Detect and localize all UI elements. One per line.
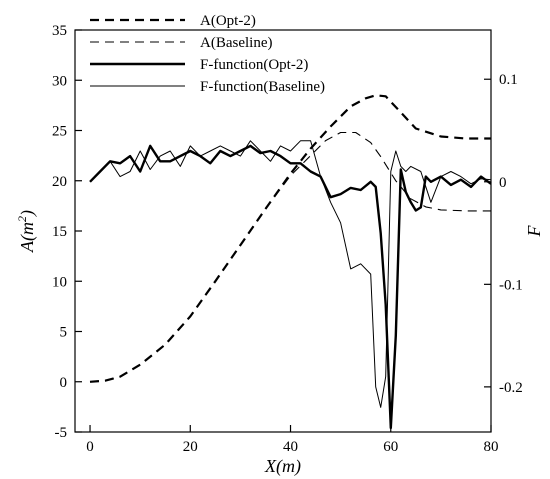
legend-label-1: A(Opt-2) <box>200 13 256 29</box>
x-tick-label: 20 <box>183 439 198 455</box>
y-right-tick-label: -0.2 <box>499 380 523 396</box>
y-left-tick-label: 20 <box>52 174 67 190</box>
y-left-tick-label: 5 <box>60 325 68 341</box>
y-left-tick-label: 15 <box>52 224 67 240</box>
y-left-tick-label: -5 <box>55 425 68 441</box>
y-left-tick-label: 25 <box>52 124 67 140</box>
series-line-3 <box>89 144 492 430</box>
y-left-tick-label: 0 <box>60 375 68 391</box>
legend: A(Opt-2) A(Baseline) F-function(Opt-2) F-fu… <box>90 13 325 95</box>
legend-label-2: A(Baseline) <box>200 35 272 51</box>
y-right-tick-label: -0.1 <box>499 277 523 293</box>
y-right-tick-label: 0 <box>499 175 507 191</box>
series-line-2 <box>89 131 491 383</box>
x-tick-label: 60 <box>383 439 398 455</box>
y-left-tick-label: 10 <box>52 274 67 290</box>
x-axis-title: X(m) <box>264 456 301 477</box>
y-right-tick-label: 0.1 <box>499 72 518 88</box>
y-axis-left-title: A(m2) <box>15 210 38 253</box>
x-tick-label: 0 <box>86 439 94 455</box>
series-line-1 <box>89 94 491 383</box>
axes-layer: 0 20 40 60 80 -5 0 5 10 15 20 25 30 35 -0.2 -0.1 0 0.1 <box>52 23 523 455</box>
legend-label-4: F-function(Baseline) <box>200 79 325 95</box>
legend-label-3: F-function(Opt-2) <box>200 57 308 73</box>
y-left-tick-label: 35 <box>52 23 67 39</box>
x-tick-label: 40 <box>283 439 298 455</box>
y-axis-right-title: F <box>524 225 544 238</box>
y-left-tick-label: 30 <box>52 73 67 89</box>
series-line-4 <box>89 140 492 408</box>
x-tick-label: 80 <box>484 439 499 455</box>
series-layer <box>89 94 492 430</box>
